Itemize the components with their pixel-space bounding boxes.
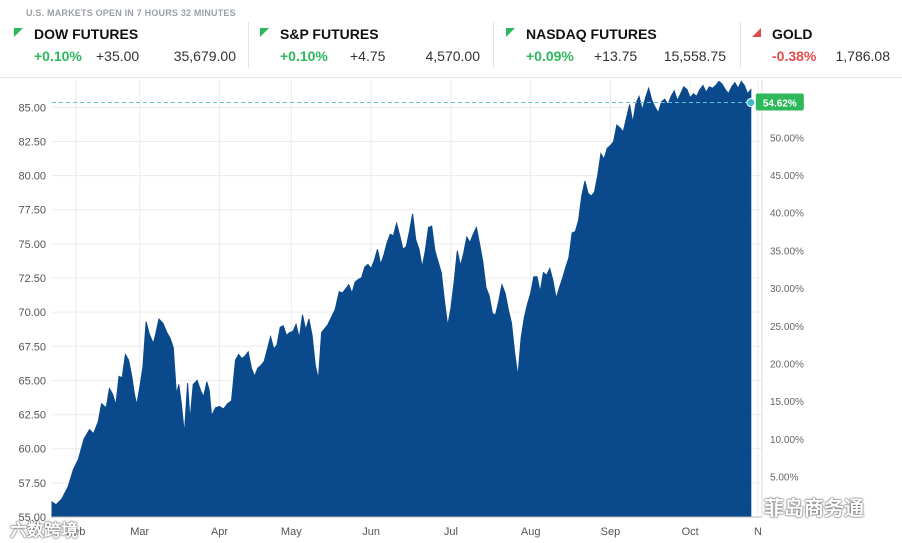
ticker-percent: -0.38% [772,48,817,64]
y2-axis: 5.00% 10.00% 15.00% 20.00% 25.00% 30.00% 35.00… [761,80,804,517]
last-value-label: 54.62% [763,99,797,110]
y-axis: 55.00 57.50 60.00 62.50 65.00 67.50 70.00 72.50… [18,102,46,524]
y2-tick-label: 25.00% [770,322,804,333]
y2-tick-label: 35.00% [770,246,804,257]
y-tick-label: 75.00 [18,239,46,251]
y-tick-label: 65.00 [18,375,46,387]
ticker-gold[interactable]: GOLD -0.38% 1,786.08 [752,22,892,72]
watermark-left: 六数跨境 [10,521,78,540]
ticker-divider [493,22,494,68]
ticker-name: GOLD [772,26,813,42]
x-tick-label: Jul [444,526,458,538]
x-tick-label: Oct [682,526,699,538]
x-tick-label: Feb [66,526,85,538]
x-tick-label: Apr [211,526,228,538]
ticker-divider [248,22,249,68]
y-tick-label: 57.50 [18,478,46,490]
market-ticker-bar: U.S. MARKETS OPEN IN 7 HOURS 32 MINUTES … [0,0,902,78]
last-value-marker: 54.62% [52,93,804,111]
y-tick-label: 70.00 [18,307,46,319]
ticker-percent: +0.09% [526,48,574,64]
ticker-percent: +0.10% [280,48,328,64]
y-tick-label: 55.00 [18,512,46,524]
y-tick-label: 60.00 [18,444,46,456]
ticker-percent: +0.10% [34,48,82,64]
y-tick-label: 77.50 [18,205,46,217]
y2-tick-label: 40.00% [770,209,804,220]
x-tick-label: N [754,526,762,538]
ticker-name: NASDAQ FUTURES [526,26,657,42]
x-tick-label: May [281,526,302,538]
ticker-name: DOW FUTURES [34,26,139,42]
market-status: U.S. MARKETS OPEN IN 7 HOURS 32 MINUTES [26,8,236,18]
last-value-badge [755,93,804,111]
y2-tick-label: 30.00% [770,284,804,295]
y-tick-label: 82.50 [18,136,46,148]
watermark-right: 菲岛商务通 [764,498,864,520]
y-tick-label: 62.50 [18,410,46,422]
y2-tick-label: 15.00% [770,397,804,408]
ticker-change: +4.75 [350,48,386,64]
y-tick-label: 85.00 [18,102,46,114]
ticker-name: S&P FUTURES [280,26,379,42]
up-arrow-icon [260,28,269,37]
ticker-last: 4,570.00 [425,48,481,64]
last-value-dot [746,98,756,108]
y-tick-label: 67.50 [18,341,46,353]
x-axis: Feb Mar Apr May Jun Jul Aug Sep Oct N [52,516,762,538]
ticker-last: 15,558.75 [663,48,726,64]
area-chart: 55.00 57.50 60.00 62.50 65.00 67.50 70.00 72.50… [18,80,804,538]
chart-area-layer [51,80,752,518]
x-tick-label: Mar [130,526,149,538]
ticker-sp-futures[interactable]: S&P FUTURES +0.10% +4.75 4,570.00 [260,22,484,72]
ticker-separator [0,77,902,78]
y-tick-label: 72.50 [18,273,46,285]
x-tick-label: Sep [601,526,621,538]
y2-tick-label: 50.00% [770,133,804,144]
ticker-change: +35.00 [96,48,140,64]
up-arrow-icon [14,28,23,37]
ticker-dow-futures[interactable]: DOW FUTURES +0.10% +35.00 35,679.00 [14,22,242,72]
ticker-last: 35,679.00 [173,48,236,64]
ticker-divider [740,22,741,68]
ticker-change: +13.75 [594,48,638,64]
y2-tick-label: 10.00% [770,435,804,446]
price-area [51,80,752,518]
x-tick-label: Jun [362,526,380,538]
down-arrow-icon [752,28,761,37]
ticker-nasdaq-futures[interactable]: NASDAQ FUTURES +0.09% +13.75 15,558.75 [506,22,730,72]
y-tick-label: 80.00 [18,171,46,183]
x-tick-label: Aug [521,526,541,538]
y2-tick-label: 45.00% [770,171,804,182]
y2-tick-label: 5.00% [770,473,798,484]
ticker-last: 1,786.08 [835,48,891,64]
up-arrow-icon [506,28,515,37]
y2-tick-label: 20.00% [770,360,804,371]
